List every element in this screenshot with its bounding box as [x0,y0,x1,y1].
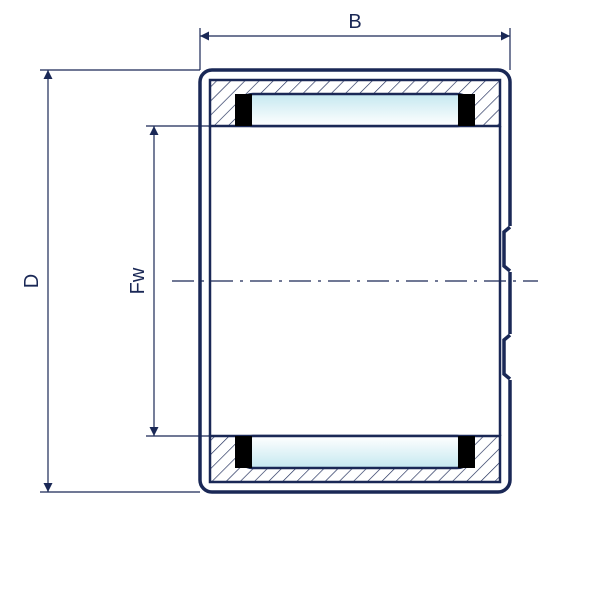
retainer-block [235,94,252,126]
roller [237,94,473,126]
retainer-block [458,436,475,468]
label-D: D [21,274,43,288]
label-Fw: Fw [127,267,149,294]
label-B: B [348,11,361,33]
retainer-block [235,436,252,468]
bearing-cross-section: B D Fw [0,0,600,600]
retainer-block [458,94,475,126]
roller [237,436,473,468]
